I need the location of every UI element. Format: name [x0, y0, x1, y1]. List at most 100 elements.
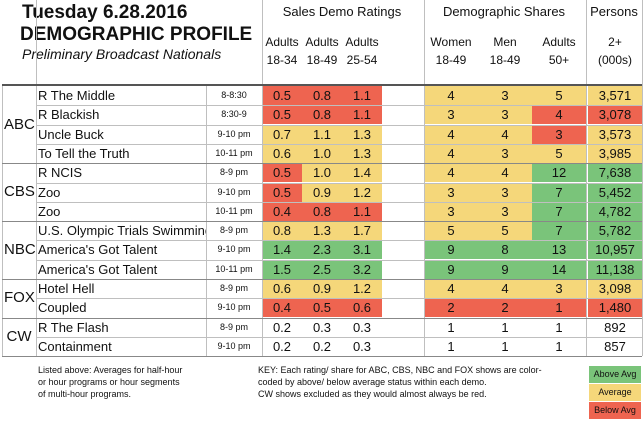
grid-line [36, 105, 642, 107]
table-cell: 1.5 [262, 259, 302, 279]
table-cell: 1.3 [342, 143, 382, 163]
table-cell: 4 [424, 86, 478, 105]
table-cell: 7 [532, 182, 586, 202]
table-cell: 1.3 [302, 221, 342, 241]
footer-key-line: coded by above/ below average status wit… [258, 377, 487, 387]
table-cell: 0.3 [352, 338, 372, 354]
time-slot: 8:30-9 [221, 109, 247, 120]
table-cell: 5 [424, 221, 478, 241]
table-row: To Tell the Truth 10-11 pm 0.6 1.0 1.3 4 3 5 3,9… [0, 143, 644, 163]
table-cell: 1 [447, 338, 455, 354]
title: Tuesday 6.28.2016 [22, 2, 188, 23]
show-name: Uncle Buck [38, 126, 104, 142]
legend-above: Above Avg [589, 366, 641, 383]
table-cell: 0.2 [312, 338, 332, 354]
column-header-line2: 50+ [548, 53, 570, 67]
table-cell: 0.5 [302, 298, 342, 318]
column-header-line1: Adults [265, 35, 299, 49]
table-cell: 7 [532, 201, 586, 221]
table-cell: 1.1 [342, 201, 382, 221]
table-cell: 2 [424, 298, 478, 318]
table-row: America's Got Talent 9-10 pm 1.4 2.3 3.1 9 8 13… [0, 240, 644, 260]
table-cell: 0.2 [272, 338, 292, 354]
grid-line [2, 356, 642, 358]
show-name: America's Got Talent [38, 261, 158, 277]
table-cell: 0.9 [302, 182, 342, 202]
footer-note: Listed above: Averages for half-hour or … [38, 364, 238, 400]
subtitle: DEMOGRAPHIC PROFILE [20, 24, 253, 45]
column-header-line2: 18-34 [266, 53, 298, 67]
network-label: CW [6, 327, 32, 345]
grid-line [36, 259, 642, 261]
table-cell: 1 [501, 338, 509, 354]
time-slot: 8-8:30 [221, 90, 247, 100]
table-row: America's Got Talent 10-11 pm 1.5 2.5 3.2 9 9 1… [0, 259, 644, 279]
table-cell: 1.3 [342, 124, 382, 144]
table-cell: 4 [424, 163, 478, 183]
table-cell: 3 [478, 86, 532, 105]
table-cell: 1.7 [342, 221, 382, 241]
time-slot: 9-10 pm [217, 244, 251, 255]
table-cell: 1 [555, 338, 563, 354]
table-cell: 5 [478, 221, 532, 241]
column-header-line2: 18-49 [306, 53, 338, 67]
time-slot: 9-10 pm [217, 186, 251, 197]
table-cell: 857 [604, 338, 626, 354]
table-cell: 0.9 [302, 279, 342, 298]
table-cell: 0.8 [302, 86, 342, 105]
table-cell: 3 [424, 105, 478, 125]
show-name: R The Flash [38, 319, 109, 335]
grid-line [36, 124, 642, 126]
group-header-ratings: Sales Demo Ratings [282, 4, 402, 19]
table-cell: 0.5 [262, 86, 302, 105]
time-slot: 10-11 pm [215, 205, 253, 216]
table-cell: 3,078 [588, 105, 642, 125]
column-header-line2: 25-54 [346, 53, 378, 67]
table-cell: 0.3 [352, 319, 372, 335]
network-label: NBC [4, 241, 36, 259]
table-cell: 3.1 [342, 240, 382, 260]
column-header-line1: Adults [542, 35, 576, 49]
table-cell: 3.2 [342, 259, 382, 279]
grid-line [424, 0, 425, 357]
grid-line [36, 298, 642, 300]
grid-line [36, 336, 642, 338]
column-header-line2: (000s) [597, 53, 632, 67]
table-cell: 3 [424, 182, 478, 202]
network-label: CBS [4, 183, 35, 201]
table-cell: 0.4 [262, 201, 302, 221]
table-row: Zoo 10-11 pm 0.4 0.8 1.1 3 3 7 4,782 [0, 201, 644, 221]
table-cell: 9 [478, 259, 532, 279]
footer-key-line: KEY: Each rating/ share for ABC, CBS, NB… [258, 365, 542, 375]
table-cell: 2.3 [302, 240, 342, 260]
time-slot: 8-9 pm [219, 167, 248, 178]
grid-line [262, 0, 263, 357]
show-name: R NCIS [38, 165, 83, 181]
table-cell: 3 [532, 124, 586, 144]
table-cell: 0.3 [312, 319, 332, 335]
table-cell: 0.5 [262, 163, 302, 183]
table-cell: 5 [532, 143, 586, 163]
table-cell: 5,782 [588, 221, 642, 241]
time-slot: 9-10 pm [217, 340, 251, 351]
network-label: FOX [4, 289, 35, 307]
table-row: Coupled 9-10 pm 0.4 0.5 0.6 2 2 1 1,480 [0, 298, 644, 318]
table-row: R The Middle 8-8:30 0.5 0.8 1.1 4 3 5 3,571 [0, 86, 644, 105]
table-row: Uncle Buck 9-10 pm 0.7 1.1 1.3 4 4 3 3,573 [0, 124, 644, 144]
column-header: Adults 18-34 [262, 34, 302, 68]
table-cell: 1.0 [302, 143, 342, 163]
table-cell: 13 [532, 240, 586, 260]
table-cell: 4 [424, 124, 478, 144]
table-cell: 0.8 [302, 201, 342, 221]
table-cell: 3 [478, 143, 532, 163]
table-cell: 1 [447, 319, 455, 335]
show-name: Zoo [38, 184, 61, 200]
footer-key: KEY: Each rating/ share for ABC, CBS, NB… [258, 364, 588, 400]
table-cell: 1.4 [342, 163, 382, 183]
table-cell: 0.8 [302, 105, 342, 125]
show-name: U.S. Olympic Trials Swimming [38, 223, 206, 239]
table-cell: 4 [532, 105, 586, 125]
show-name: America's Got Talent [38, 242, 158, 258]
table-cell: 3 [478, 105, 532, 125]
table-cell: 4,782 [588, 201, 642, 221]
